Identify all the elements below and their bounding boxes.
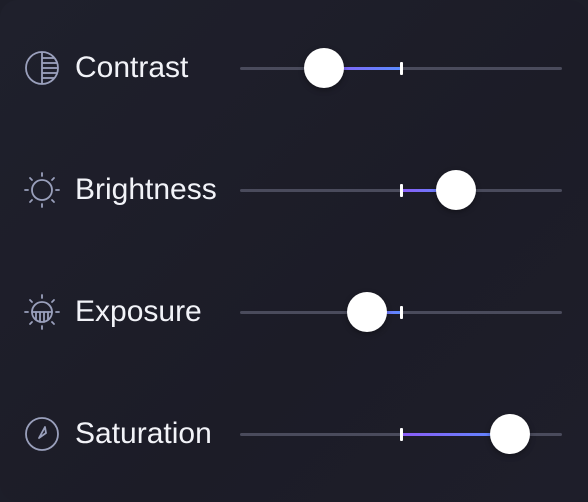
exposure-center-tick [400,306,403,319]
exposure-slider[interactable] [240,292,562,332]
exposure-icon [23,293,61,331]
saturation-row: Saturation [0,404,588,464]
saturation-label: Saturation [75,417,212,450]
saturation-center-tick [400,428,403,441]
contrast-slider[interactable] [240,48,562,88]
saturation-icon [23,415,61,453]
exposure-row: Exposure [0,282,588,342]
saturation-thumb[interactable] [490,414,531,454]
saturation-slider[interactable] [240,414,562,454]
exposure-label: Exposure [75,295,202,328]
brightness-center-tick [400,184,403,197]
brightness-slider[interactable] [240,170,562,210]
brightness-label: Brightness [75,173,217,206]
contrast-center-tick [400,62,403,75]
contrast-fill [323,67,401,70]
brightness-row: Brightness [0,160,588,220]
contrast-icon [23,49,61,87]
contrast-thumb[interactable] [303,48,344,88]
brightness-thumb[interactable] [435,170,476,210]
brightness-icon [23,171,61,209]
brightness-fill [401,189,456,192]
saturation-fill [401,433,511,436]
exposure-thumb[interactable] [347,292,388,332]
contrast-row: Contrast [0,38,588,98]
contrast-label: Contrast [75,51,189,84]
